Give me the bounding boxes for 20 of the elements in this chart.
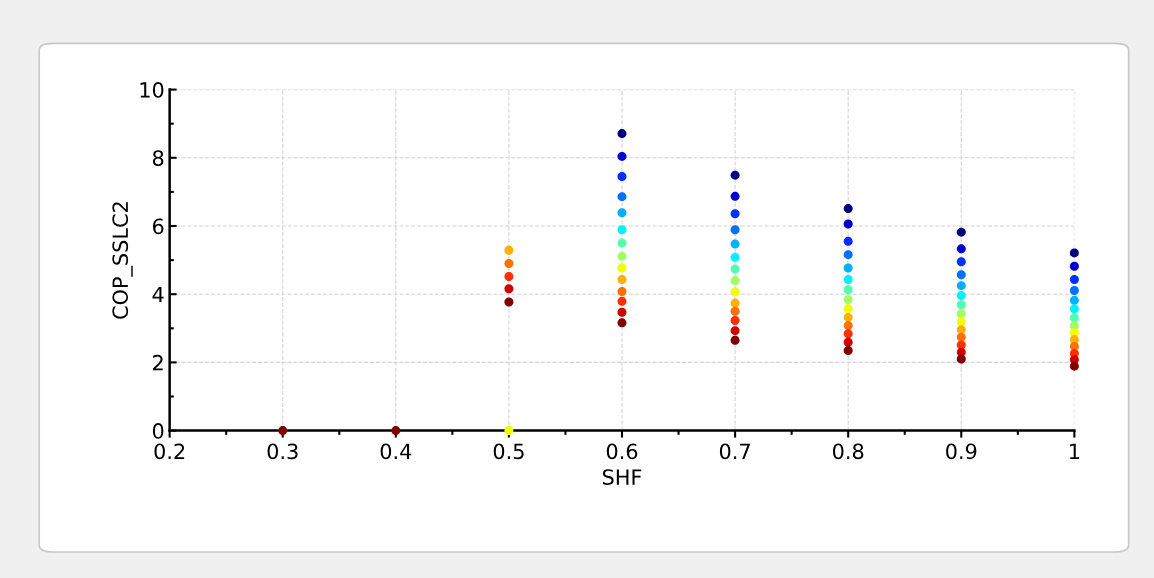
y-tick-label: 10 [140,82,164,98]
x-tick-label: 1 [1070,443,1080,459]
x-tick-label: 0.7 [719,443,750,460]
y-tick-label: 8 [152,150,164,167]
y-tick-label: 6 [152,218,164,235]
x-tick-label: 0.6 [606,443,638,460]
point [278,426,288,436]
point [504,297,514,307]
x-tick-label: 0.2 [154,443,185,460]
y-axis-title: COP_SSLC2 [112,202,133,319]
x-tick-label: 0.9 [946,443,977,460]
x-axis-title: SHF [602,469,642,485]
y-tick-label: 0 [152,423,164,439]
x-tick-label: 0.3 [267,443,298,460]
y-tick-label: 4 [152,286,164,303]
x-tick-label: 0.4 [380,443,412,460]
x-tick-label: 0.5 [493,443,524,460]
y-tick-label: 2 [153,354,163,371]
point [391,426,401,436]
x-tick-label: 0.8 [833,443,864,460]
